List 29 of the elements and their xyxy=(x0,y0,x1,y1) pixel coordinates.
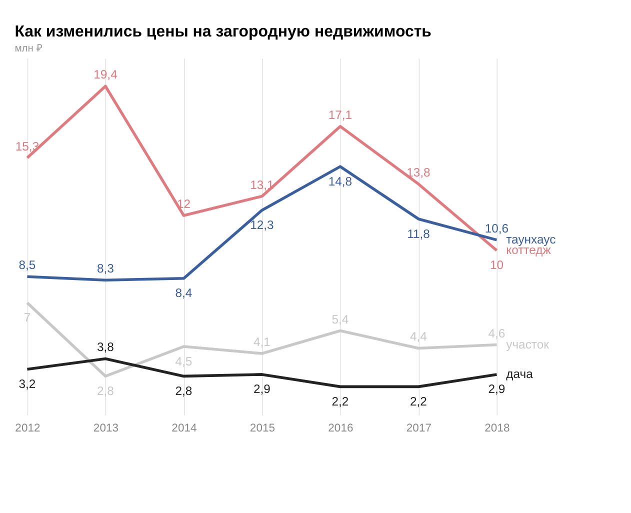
x-tick-label: 2012 xyxy=(15,422,40,434)
data-label: 3,8 xyxy=(97,340,114,354)
x-tick-label: 2016 xyxy=(328,422,354,434)
series-label: дача xyxy=(506,367,534,382)
data-label: 2,2 xyxy=(410,394,428,408)
x-tick-label: 2017 xyxy=(406,422,432,434)
data-label: 2,9 xyxy=(254,382,271,396)
data-label: 8,5 xyxy=(18,258,36,272)
x-tick-label: 2014 xyxy=(172,422,197,434)
data-label: 17,1 xyxy=(328,108,352,122)
data-label: 10,6 xyxy=(484,221,509,236)
x-tick-label: 2013 xyxy=(93,422,118,434)
data-label: 11,8 xyxy=(407,226,430,241)
x-tick-label: 2015 xyxy=(250,422,275,434)
data-label: 19,4 xyxy=(94,68,118,82)
chart-title: Как изменились цены на загородную недвижимость xyxy=(14,23,432,40)
x-tick-label: 2018 xyxy=(484,422,510,434)
data-label: 13,8 xyxy=(406,166,431,180)
series-label: таунхаус xyxy=(506,232,556,247)
data-label: 2,2 xyxy=(332,394,349,408)
data-label: 8,3 xyxy=(97,262,114,276)
data-label: 12,3 xyxy=(250,218,274,232)
chart-subtitle: млн ₽ xyxy=(14,43,42,54)
data-label: 2,9 xyxy=(488,382,506,396)
data-label: 3,2 xyxy=(18,377,36,391)
data-label: 14,8 xyxy=(328,174,352,188)
data-label: 2,8 xyxy=(175,384,192,398)
data-label: 8,4 xyxy=(175,286,192,300)
data-label: 10 xyxy=(490,258,504,272)
